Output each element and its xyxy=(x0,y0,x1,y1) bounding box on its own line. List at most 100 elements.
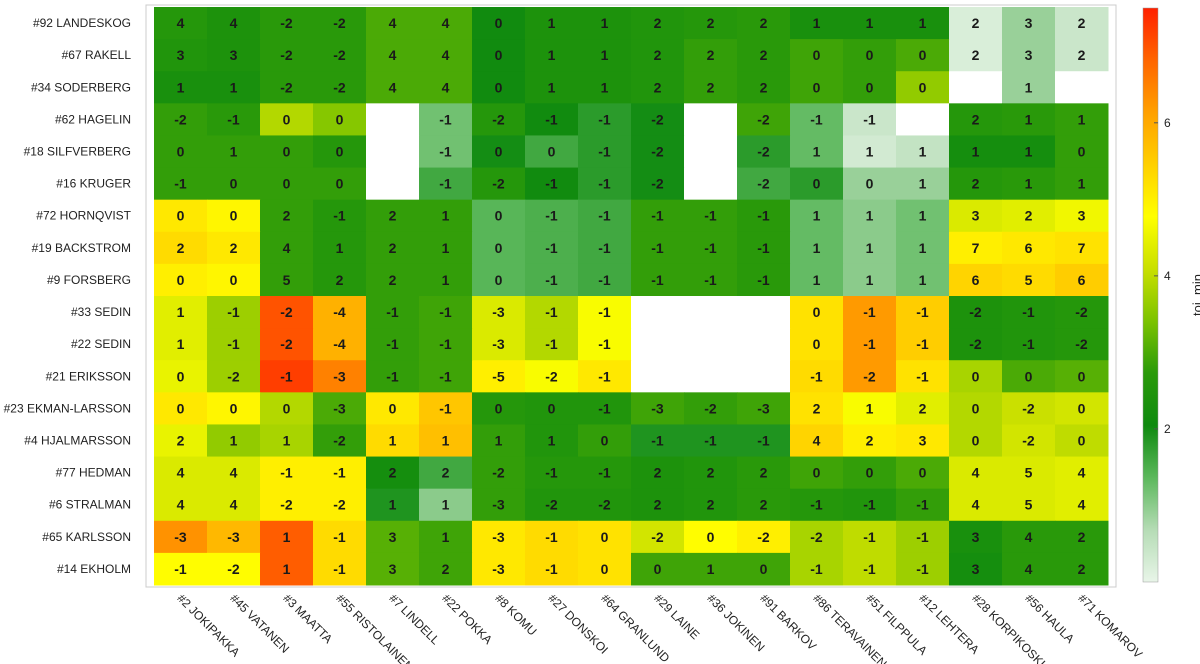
heatmap-cell xyxy=(684,71,738,104)
heatmap-cell xyxy=(578,552,632,586)
heatmap-cell-label: -3 xyxy=(333,400,346,416)
heatmap-cell xyxy=(154,167,208,201)
heatmap-cell-label: -1 xyxy=(1022,304,1035,320)
heatmap-cell-empty xyxy=(366,167,420,201)
heatmap-cell-label: 0 xyxy=(283,176,291,192)
heatmap-cell xyxy=(631,7,685,40)
heatmap-cell xyxy=(207,424,261,458)
heatmap-cell-label: -1 xyxy=(280,465,293,481)
heatmap-cell-label: -1 xyxy=(810,368,823,384)
row-label: #33 SEDIN xyxy=(71,305,131,319)
heatmap-cell xyxy=(419,103,473,136)
heatmap-cell xyxy=(260,328,314,361)
heatmap-cell xyxy=(154,392,208,425)
heatmap-cell xyxy=(631,231,685,265)
heatmap-cell xyxy=(472,135,526,169)
heatmap-cell-label: 2 xyxy=(442,561,450,577)
heatmap-cell xyxy=(366,7,420,40)
color-legend: 2 4 6 toi_min xyxy=(1142,7,1200,583)
heatmap-cell-label: -2 xyxy=(757,144,770,160)
heatmap-cell-label: 1 xyxy=(1078,111,1086,127)
row-label: #67 RAKELL xyxy=(62,48,132,62)
heatmap-cell xyxy=(578,488,632,522)
heatmap-cell-label: 1 xyxy=(1025,111,1033,127)
row-label: #19 BACKSTROM xyxy=(32,241,131,255)
heatmap-cell xyxy=(207,71,261,104)
heatmap-cell xyxy=(525,263,579,297)
heatmap-cell xyxy=(896,392,950,425)
heatmap-cell-label: 1 xyxy=(548,433,556,449)
heatmap-cell xyxy=(260,456,314,490)
heatmap-cell xyxy=(472,296,526,329)
heatmap-cell xyxy=(684,520,738,554)
heatmap-cell-label: 2 xyxy=(972,176,980,192)
heatmap-cell-label: -2 xyxy=(280,15,293,31)
heatmap-cell xyxy=(843,39,897,72)
heatmap-cell-label: -3 xyxy=(492,529,505,545)
heatmap-cell-label: 0 xyxy=(495,400,503,416)
heatmap-cell-label: -1 xyxy=(386,304,399,320)
heatmap-cell-label: -1 xyxy=(545,465,558,481)
heatmap-cell xyxy=(896,424,950,458)
heatmap-cell-label: 0 xyxy=(177,272,185,288)
heatmap-cell-label: 1 xyxy=(919,208,927,224)
heatmap-cell-label: 0 xyxy=(336,111,344,127)
heatmap-cell-label: -1 xyxy=(598,304,611,320)
heatmap-cell-label: 2 xyxy=(919,400,927,416)
heatmap-cell-label: -1 xyxy=(439,111,452,127)
heatmap-cell-label: 2 xyxy=(1078,15,1086,31)
heatmap-cell-label: 1 xyxy=(919,144,927,160)
heatmap-cell xyxy=(366,552,420,586)
heatmap-cell xyxy=(366,231,420,265)
heatmap-cell xyxy=(472,520,526,554)
heatmap-cell-label: 1 xyxy=(230,79,238,95)
heatmap-cell xyxy=(843,103,897,136)
heatmap-cell-label: 1 xyxy=(548,15,556,31)
heatmap-cell xyxy=(578,231,632,265)
heatmap-cell-empty xyxy=(949,71,1003,104)
heatmap-cell xyxy=(1002,263,1056,297)
legend-title: toi_min xyxy=(1190,274,1200,316)
heatmap-cell-label: -2 xyxy=(333,433,346,449)
heatmap-cell xyxy=(790,296,844,329)
heatmap-cell-label: 0 xyxy=(495,272,503,288)
heatmap-cell xyxy=(1055,360,1109,393)
heatmap-cell-label: -3 xyxy=(492,336,505,352)
heatmap-cell-label: 0 xyxy=(336,144,344,160)
heatmap-cell xyxy=(1055,392,1109,425)
row-label: #34 SODERBERG xyxy=(31,80,131,94)
heatmap-cell xyxy=(366,199,420,233)
heatmap-cell-label: 1 xyxy=(548,79,556,95)
heatmap-cell-label: 0 xyxy=(813,47,821,63)
heatmap-cell-label: 2 xyxy=(707,47,715,63)
heatmap-cell xyxy=(260,424,314,458)
heatmap-cell xyxy=(578,360,632,393)
heatmap-cell xyxy=(737,103,791,136)
heatmap-cell xyxy=(949,328,1003,361)
heatmap-cell xyxy=(949,360,1003,393)
heatmap-cell-label: 3 xyxy=(389,561,397,577)
heatmap-cell xyxy=(525,488,579,522)
row-label: #22 SEDIN xyxy=(71,337,131,351)
heatmap-cell xyxy=(737,488,791,522)
heatmap-cell xyxy=(207,199,261,233)
heatmap-cell-label: 4 xyxy=(813,433,821,449)
heatmap-cell-label: 2 xyxy=(336,272,344,288)
heatmap-cell-label: -1 xyxy=(545,240,558,256)
heatmap-cell-label: 1 xyxy=(866,15,874,31)
heatmap-cell xyxy=(790,135,844,169)
heatmap-cell xyxy=(525,328,579,361)
heatmap-cell xyxy=(578,392,632,425)
heatmap-cell-empty xyxy=(737,360,791,393)
heatmap-cell-label: -2 xyxy=(280,79,293,95)
heatmap-cell-label: -1 xyxy=(439,368,452,384)
heatmap-cell-label: 4 xyxy=(389,47,397,63)
heatmap-cell-empty xyxy=(631,296,685,329)
heatmap-cell xyxy=(419,135,473,169)
heatmap-cell-label: 4 xyxy=(230,497,238,513)
heatmap-cell xyxy=(1055,488,1109,522)
heatmap-cell xyxy=(1055,296,1109,329)
heatmap-cell-label: -1 xyxy=(598,144,611,160)
heatmap-cell xyxy=(684,231,738,265)
heatmap-cell-label: 2 xyxy=(760,79,768,95)
